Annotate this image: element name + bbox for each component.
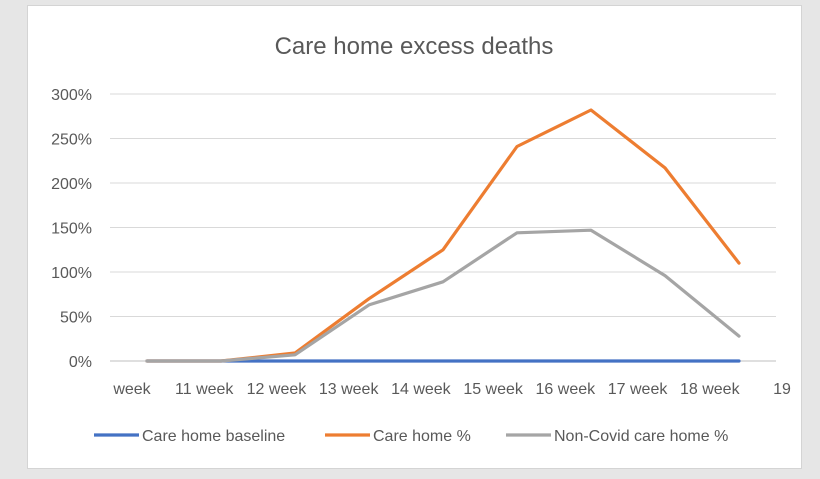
chart-title: Care home excess deaths <box>275 33 554 60</box>
series-line <box>145 228 741 363</box>
legend-label: Care home % <box>373 428 471 445</box>
x-tick-label: 16 week <box>536 381 597 398</box>
legend-label: Non-Covid care home % <box>554 428 728 445</box>
grid-lines <box>110 93 776 362</box>
y-tick-label: 300% <box>51 87 92 104</box>
x-tick-label: 11 week <box>175 381 234 398</box>
x-tick-label: 19 <box>773 381 791 398</box>
y-tick-label: 0% <box>69 354 92 371</box>
y-tick-label: 50% <box>60 310 92 327</box>
series-line <box>145 108 741 363</box>
y-axis-ticks: 0% 50% 100% 150% 200% 250% 300% <box>51 87 92 371</box>
x-tick-label: 12 week <box>247 381 308 398</box>
x-tick-label: 13 week <box>319 381 380 398</box>
legend-label: Care home baseline <box>142 428 285 445</box>
y-tick-label: 250% <box>51 132 92 149</box>
x-tick-label: 17 week <box>608 381 669 398</box>
series-lines <box>145 108 741 363</box>
x-tick-label: week <box>112 381 151 398</box>
y-tick-label: 100% <box>51 265 92 282</box>
y-tick-label: 200% <box>51 176 92 193</box>
y-tick-label: 150% <box>51 221 92 238</box>
x-tick-label: 15 week <box>463 381 524 398</box>
chart-frame <box>28 6 801 468</box>
x-axis-ticks: week 11 week 12 week 13 week 14 week 15 week 1… <box>112 381 791 398</box>
x-tick-label: 18 week <box>680 381 741 398</box>
legend: Care home baseline Care home % Non-Covid c… <box>94 428 728 445</box>
x-tick-label: 14 week <box>391 381 452 398</box>
